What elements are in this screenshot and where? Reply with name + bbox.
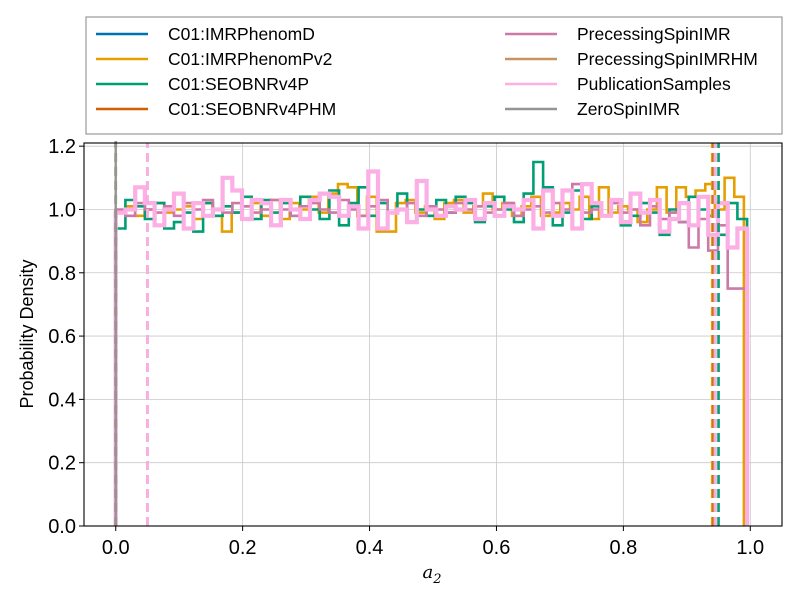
x-axis-label: a2 bbox=[422, 562, 441, 587]
quantile-lines bbox=[114, 143, 720, 526]
x-axis-label-subscript: 2 bbox=[432, 572, 441, 587]
legend-label: C01:IMRPhenomD bbox=[168, 24, 315, 44]
legend-frame bbox=[85, 16, 783, 135]
legend-label: C01:SEOBNRv4P bbox=[168, 74, 309, 94]
y-tick-label: 1.0 bbox=[48, 199, 76, 221]
axes-frame bbox=[83, 142, 783, 527]
legend: C01:IMRPhenomD C01:IMRPhenomPv2 C01:SEOBNR… bbox=[85, 16, 783, 135]
x-axis-ticks: 0.0 0.2 0.4 0.6 0.8 1.0 bbox=[102, 526, 764, 559]
legend-label: ZeroSpinIMR bbox=[577, 99, 680, 119]
legend-label: C01:SEOBNRv4PHM bbox=[168, 99, 336, 119]
legend-label: PublicationSamples bbox=[577, 74, 731, 94]
legend-label: PrecessingSpinIMRHM bbox=[577, 49, 758, 69]
histogram-publicationsamples bbox=[113, 169, 750, 526]
y-axis-ticks: 0.0 0.2 0.4 0.6 0.8 1.0 1.2 bbox=[48, 136, 84, 538]
legend-items: C01:IMRPhenomD C01:IMRPhenomPv2 C01:SEOBNR… bbox=[96, 24, 758, 119]
y-tick-label: 0.2 bbox=[48, 453, 76, 475]
y-tick-label: 0.0 bbox=[48, 516, 76, 538]
legend-label: PrecessingSpinIMR bbox=[577, 24, 731, 44]
y-tick-label: 1.2 bbox=[48, 136, 76, 158]
x-tick-label: 0.0 bbox=[102, 537, 130, 559]
x-tick-label: 0.8 bbox=[609, 537, 637, 559]
x-tick-label: 0.2 bbox=[229, 537, 257, 559]
x-tick-label: 0.4 bbox=[356, 537, 384, 559]
x-axis-label-main: a bbox=[422, 562, 433, 583]
y-tick-label: 0.6 bbox=[48, 326, 76, 348]
y-tick-label: 0.8 bbox=[48, 263, 76, 285]
x-tick-label: 1.0 bbox=[736, 537, 764, 559]
legend-label: C01:IMRPhenomPv2 bbox=[168, 49, 332, 69]
y-axis-label: Probability Density bbox=[17, 259, 37, 408]
x-tick-label: 0.6 bbox=[483, 537, 511, 559]
y-tick-label: 0.4 bbox=[48, 389, 76, 411]
